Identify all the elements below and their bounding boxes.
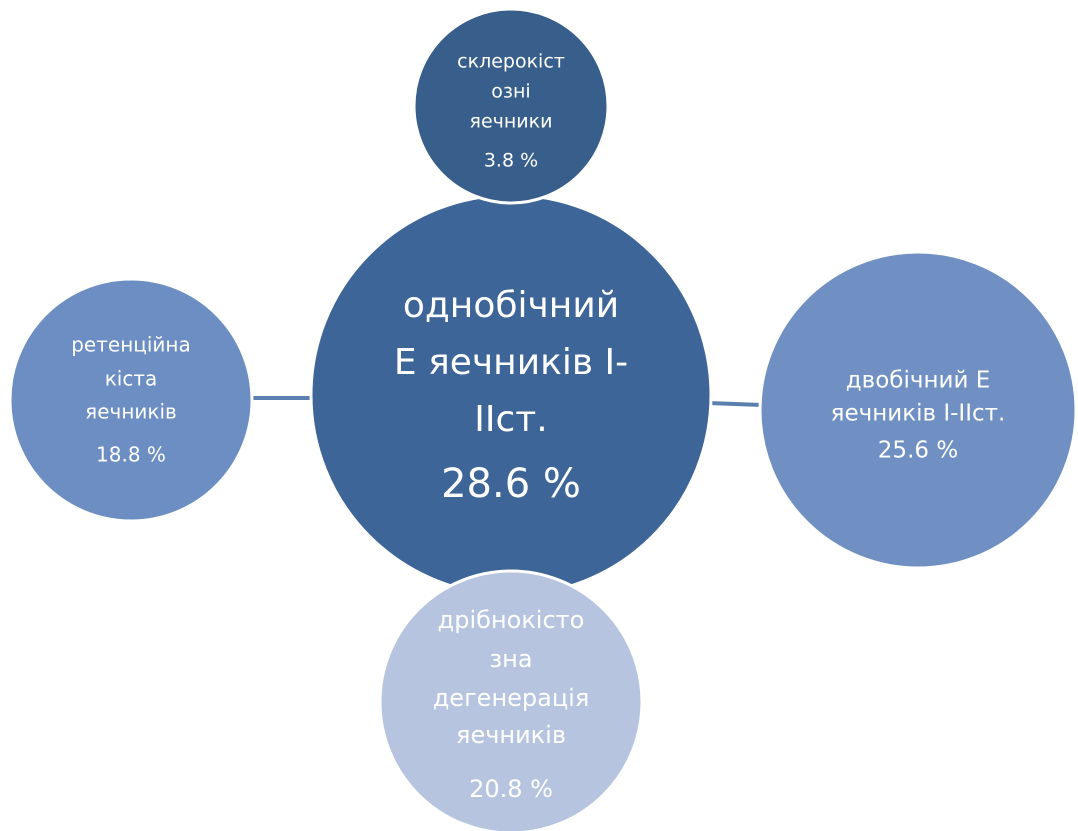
- bottom-node: [378, 569, 644, 831]
- top-node: [412, 7, 610, 205]
- left-label: ретенційна кіста яечників 18.8 %: [71, 333, 191, 467]
- node-line: ІІст.: [474, 399, 547, 440]
- node-value: 3.8 %: [484, 150, 538, 172]
- node-line: озні: [491, 81, 530, 103]
- bottom-label: дрібнокісто зна дегенерація яечників 20.…: [433, 606, 590, 803]
- node-line: яечників: [85, 400, 177, 424]
- node-line: однобічний: [403, 285, 619, 326]
- node-line: ретенційна: [71, 333, 191, 357]
- right-label: двобічний Е яечників І-ІІст. 25.6 %: [831, 368, 1006, 464]
- node-line: зна: [489, 645, 532, 673]
- node-line: дрібнокісто: [438, 606, 585, 634]
- node-line: яечники: [470, 111, 553, 133]
- node-value: 18.8 %: [96, 443, 166, 467]
- node-value: 20.8 %: [469, 775, 553, 803]
- node-line: склерокіст: [457, 51, 565, 73]
- center-label: однобічний Е яечників І- ІІст. 28.6 %: [394, 285, 628, 507]
- center-node: [309, 193, 713, 597]
- node-value: 28.6 %: [441, 461, 581, 507]
- node-line: яечників І-ІІст.: [831, 401, 1006, 427]
- right-node: [758, 250, 1078, 570]
- node-line: Е яечників І-: [394, 342, 628, 383]
- left-node: [8, 277, 254, 523]
- node-line: яечників: [456, 721, 566, 749]
- node-line: дегенерація: [433, 684, 590, 712]
- top-label: склерокіст озні яечники 3.8 %: [457, 51, 565, 172]
- node-line: кіста: [105, 367, 158, 391]
- node-line: двобічний Е: [846, 368, 990, 394]
- connector: [707, 401, 763, 407]
- node-value: 25.6 %: [878, 438, 958, 464]
